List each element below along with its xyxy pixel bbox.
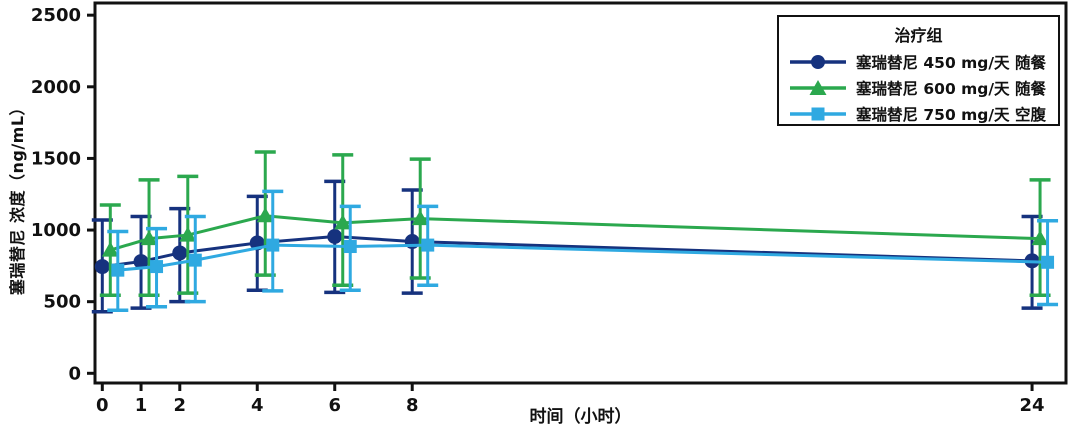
x-tick-label: 1 <box>135 395 148 416</box>
legend-entry: 塞瑞替尼 750 mg/天 空腹 <box>779 103 1058 124</box>
legend-entry: 塞瑞替尼 450 mg/天 随餐 <box>779 51 1058 72</box>
x-tick-label: 24 <box>1020 395 1045 416</box>
y-tick-label: 1000 <box>31 220 81 241</box>
legend-swatch <box>790 79 846 95</box>
y-tick-label: 2000 <box>31 77 81 98</box>
y-tick-label: 2500 <box>31 5 81 26</box>
x-tick-label: 4 <box>251 395 264 416</box>
square-marker <box>111 263 125 277</box>
square-marker <box>150 260 164 274</box>
y-axis-title: 塞瑞替尼 浓度（ng/mL） <box>8 98 27 296</box>
plot-frame <box>93 1 1068 385</box>
triangle-marker <box>1031 230 1049 246</box>
circle-marker <box>327 228 343 244</box>
triangle-marker <box>140 230 158 246</box>
legend-title: 治疗组 <box>894 26 943 45</box>
circle-marker <box>133 254 149 270</box>
x-tick-label: 0 <box>96 395 109 416</box>
triangle-marker <box>334 214 352 230</box>
legend-box: 治疗组 塞瑞替尼 450 mg/天 随餐 塞瑞替尼 600 mg/天 随餐 塞瑞替尼… <box>777 15 1060 126</box>
legend-entry-label: 塞瑞替尼 450 mg/天 随餐 <box>856 53 1046 72</box>
y-tick-label: 0 <box>68 363 81 384</box>
square-marker-icon <box>811 107 825 120</box>
square-marker <box>188 253 202 267</box>
triangle-marker <box>411 210 429 226</box>
y-tick-label: 1500 <box>31 148 81 169</box>
x-tick-label: 6 <box>328 395 341 416</box>
triangle-marker <box>256 207 274 223</box>
triangle-marker-icon <box>809 79 827 95</box>
legend-entries: 塞瑞替尼 450 mg/天 随餐 塞瑞替尼 600 mg/天 随餐 塞瑞替尼 750… <box>779 51 1058 124</box>
circle-marker-icon <box>811 54 825 69</box>
square-marker <box>266 238 280 252</box>
legend-entry-label: 塞瑞替尼 600 mg/天 随餐 <box>856 79 1046 98</box>
square-marker <box>343 240 357 254</box>
square-marker <box>1041 255 1055 269</box>
legend-swatch <box>790 107 846 120</box>
x-tick-label: 8 <box>406 395 419 416</box>
x-tick-label: 2 <box>174 395 187 416</box>
x-axis-title: 时间（小时） <box>529 407 632 427</box>
legend-entry: 塞瑞替尼 600 mg/天 随餐 <box>779 77 1058 98</box>
legend-swatch <box>790 54 846 69</box>
triangle-marker <box>179 226 197 242</box>
square-marker <box>421 238 435 252</box>
y-tick-label: 500 <box>43 292 81 313</box>
circle-marker <box>94 259 110 275</box>
triangle-marker <box>101 241 119 257</box>
circle-marker <box>172 245 188 261</box>
legend-entry-label: 塞瑞替尼 750 mg/天 空腹 <box>856 105 1046 124</box>
